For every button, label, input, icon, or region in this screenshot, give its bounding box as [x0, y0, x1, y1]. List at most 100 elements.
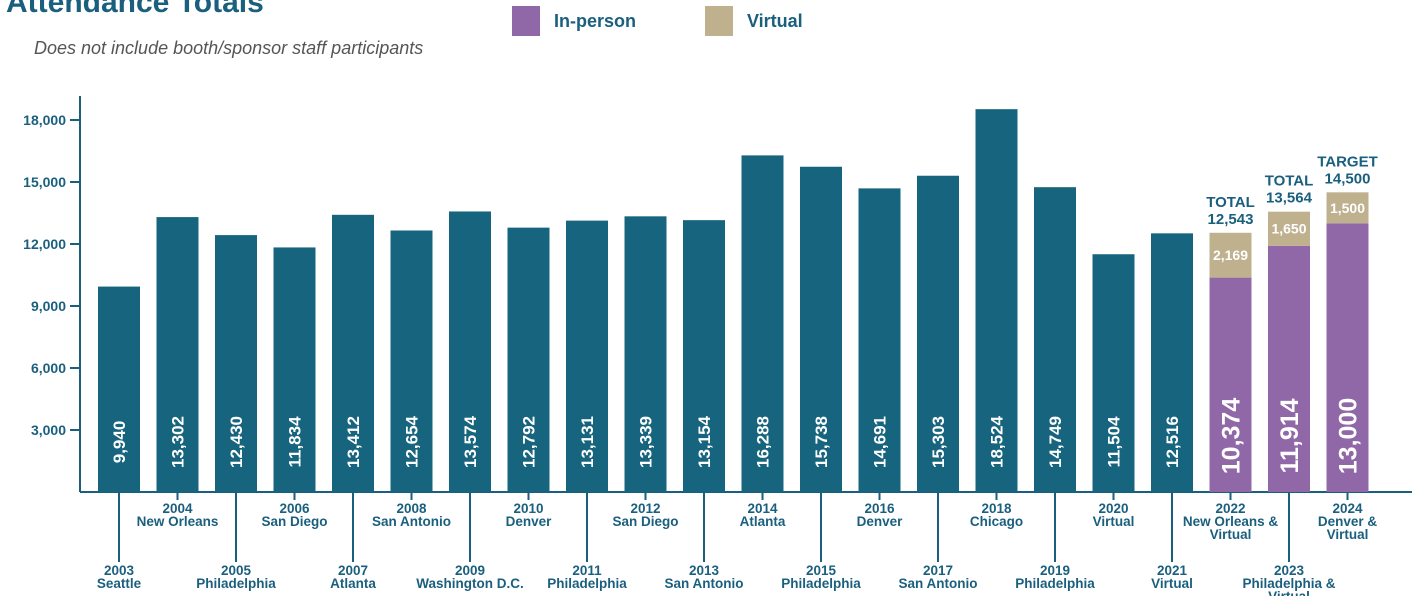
category-year-label: 2023	[1274, 563, 1305, 578]
bar-value-label: 12,792	[520, 416, 539, 468]
category-year-label: 2011	[572, 563, 602, 578]
category-location-label: Denver &	[1318, 514, 1378, 529]
bar	[741, 155, 784, 492]
total-title-label: TOTAL	[1206, 194, 1255, 211]
bar	[215, 235, 257, 492]
category-location-label: Washington D.C.	[416, 576, 524, 591]
y-tick-label: 3,000	[31, 422, 66, 438]
category-year-label: 2003	[104, 563, 135, 578]
category-location-label: Philadelphia	[547, 576, 627, 591]
legend-item-virtual: Virtual	[705, 6, 803, 36]
bar-virtual	[1268, 211, 1310, 246]
category-year-label: 2022	[1215, 501, 1245, 516]
bar-value-label: 18,524	[988, 415, 1007, 468]
total-title-label: TOTAL	[1265, 173, 1314, 190]
category-year-label: 2009	[455, 563, 485, 578]
category-year-label: 2017	[923, 563, 953, 578]
bar-in-person	[1326, 223, 1369, 493]
category-year-label: 2024	[1332, 501, 1363, 516]
bar-value-label: 15,738	[812, 416, 831, 468]
category-location-label: Virtual	[1093, 514, 1135, 529]
bar	[917, 175, 959, 492]
category-year-label: 2021	[1157, 563, 1188, 578]
bar-value-label: 13,131	[578, 416, 597, 468]
legend-label-in-person: In-person	[554, 10, 637, 31]
bar-in-person	[1268, 245, 1310, 492]
bar-value-label: 12,430	[227, 416, 246, 468]
category-location-label: Seattle	[97, 576, 142, 591]
category-location-label: Philadelphia &	[1242, 576, 1335, 591]
category-location-label: San Antonio	[372, 514, 451, 529]
category-location-label: Denver	[857, 514, 904, 529]
category-location-label: Chicago	[970, 514, 1023, 529]
bar-in-person	[1209, 277, 1252, 492]
bar	[800, 166, 842, 493]
bar-in-person-label: 10,374	[1218, 398, 1246, 475]
category-location-label: New Orleans &	[1183, 514, 1279, 529]
category-year-label: 2007	[338, 563, 368, 578]
bar-virtual	[1326, 192, 1369, 224]
bar	[273, 247, 316, 492]
y-tick-label: 12,000	[23, 236, 66, 252]
bar-value-label: 14,749	[1046, 416, 1065, 468]
bar-virtual-label: 2,169	[1213, 247, 1248, 263]
bar-value-label: 13,339	[637, 416, 656, 468]
category-year-label: 2014	[747, 501, 778, 516]
bar	[566, 220, 608, 492]
y-tick-label: 18,000	[23, 112, 66, 128]
bar-value-label: 11,504	[1105, 416, 1124, 468]
bar-value-label: 13,574	[461, 415, 480, 468]
bar	[1034, 187, 1076, 493]
category-location-label: Philadelphia	[1015, 576, 1095, 591]
legend-swatch-virtual	[705, 6, 733, 36]
bar	[858, 188, 901, 493]
y-tick-label: 15,000	[23, 174, 66, 190]
category-year-label: 2019	[1040, 563, 1070, 578]
bar	[975, 109, 1018, 493]
bar-virtual	[1209, 232, 1252, 278]
bar-value-label: 15,303	[929, 416, 948, 468]
category-year-label: 2015	[806, 563, 837, 578]
legend-item-in-person: In-person	[512, 6, 636, 36]
total-title-label: TARGET	[1317, 153, 1378, 170]
bar	[98, 286, 140, 492]
legend-label-virtual: Virtual	[747, 10, 803, 31]
category-location-label: San Diego	[261, 514, 327, 529]
category-location-label: San Antonio	[665, 576, 744, 591]
bar	[683, 220, 725, 492]
y-tick-label: 9,000	[31, 298, 66, 314]
category-location-label: Denver	[506, 514, 553, 529]
bar-value-label: 14,691	[871, 416, 890, 468]
category-location-label: San Diego	[612, 514, 678, 529]
bar-value-label: 9,940	[110, 421, 129, 464]
category-location-label: Atlanta	[740, 514, 786, 529]
bar-value-label: 16,288	[754, 416, 773, 468]
category-location-label: Virtual	[1327, 527, 1369, 542]
category-year-label: 2010	[513, 501, 543, 516]
bar	[1092, 254, 1135, 492]
category-year-label: 2016	[864, 501, 895, 516]
category-year-label: 2013	[689, 563, 720, 578]
category-location-label: San Antonio	[899, 576, 978, 591]
category-location-label: Virtual	[1151, 576, 1193, 591]
category-location-label: Philadelphia	[781, 576, 861, 591]
total-value-label: 12,543	[1208, 211, 1254, 228]
chart-title: Attendance Totals	[6, 0, 264, 19]
category-location-label: Virtual	[1210, 527, 1252, 542]
total-value-label: 14,500	[1325, 170, 1371, 187]
category-year-label: 2012	[630, 501, 660, 516]
category-year-label: 2004	[162, 501, 193, 516]
category-year-label: 2020	[1098, 501, 1128, 516]
category-location-label: New Orleans	[137, 514, 219, 529]
category-year-label: 2005	[221, 563, 252, 578]
bar-in-person-label: 11,914	[1276, 398, 1304, 473]
bar	[624, 216, 667, 492]
legend-swatch-in-person	[512, 6, 540, 36]
category-location-label: Virtual	[1268, 589, 1310, 596]
bar-value-label: 11,834	[286, 416, 305, 468]
bar	[332, 214, 374, 492]
bar-virtual-label: 1,650	[1271, 221, 1306, 237]
y-tick-label: 6,000	[31, 360, 66, 376]
